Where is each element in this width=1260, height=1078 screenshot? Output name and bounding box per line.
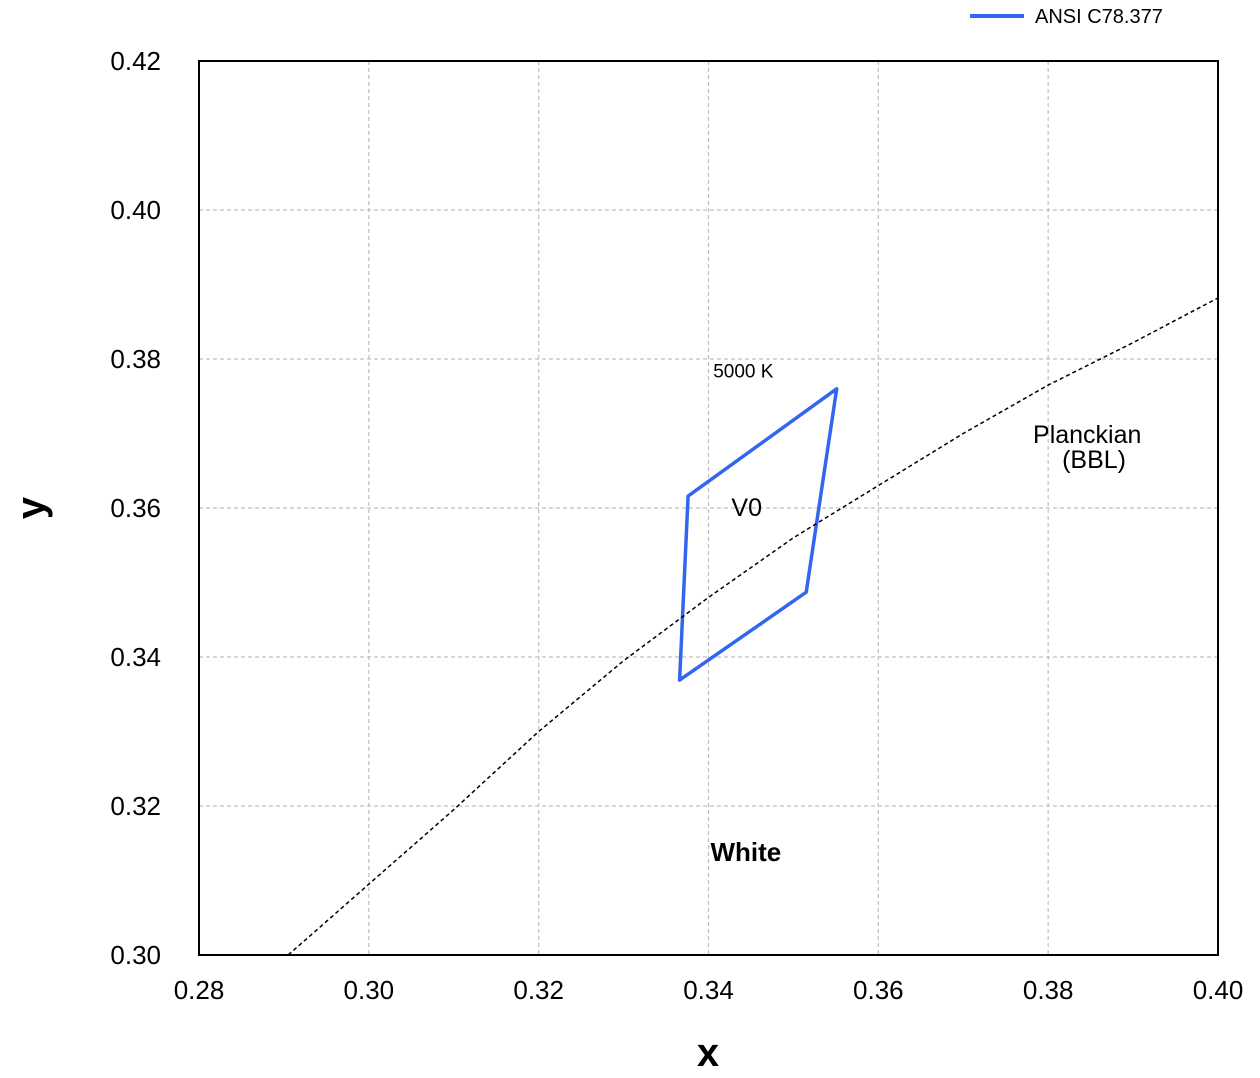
annotation-1: V0 bbox=[731, 494, 762, 522]
x-tick-label: 0.32 bbox=[513, 975, 564, 1005]
x-tick-label: 0.30 bbox=[344, 975, 395, 1005]
y-axis-title: y bbox=[9, 496, 53, 519]
series bbox=[287, 297, 1219, 956]
y-tick-label: 0.38 bbox=[110, 344, 161, 374]
y-tick-label: 0.32 bbox=[110, 791, 161, 821]
series-planckian-locus bbox=[287, 297, 1219, 956]
annotations: 5000 K V0 Planckian(BBL) White bbox=[710, 362, 1141, 868]
grid bbox=[199, 61, 1218, 955]
y-tick-label: 0.36 bbox=[110, 493, 161, 523]
legend: ANSI C78.377 bbox=[970, 6, 1163, 28]
x-tick-label: 0.34 bbox=[683, 975, 734, 1005]
y-tick-label: 0.34 bbox=[110, 642, 161, 672]
legend-label-ansi: ANSI C78.377 bbox=[1035, 6, 1163, 28]
y-tick-label: 0.42 bbox=[110, 46, 161, 76]
x-tick-label: 0.28 bbox=[174, 975, 225, 1005]
annotation-0: 5000 K bbox=[713, 362, 774, 383]
annotation-3: (BBL) bbox=[1062, 446, 1126, 474]
y-tick-label: 0.40 bbox=[110, 195, 161, 225]
plot-frame bbox=[198, 60, 1219, 956]
annotation-4: White bbox=[710, 837, 781, 867]
tick-labels: 0.28 0.30 0.32 0.34 0.36 0.38 0.40 0.30 0.32 0.34… bbox=[110, 46, 1243, 1005]
x-axis-title: x bbox=[697, 1031, 719, 1075]
x-tick-label: 0.40 bbox=[1193, 975, 1244, 1005]
x-tick-label: 0.36 bbox=[853, 975, 904, 1005]
x-tick-label: 0.38 bbox=[1023, 975, 1074, 1005]
annotation-2: Planckian bbox=[1033, 421, 1141, 449]
series-ansi-quadrangle bbox=[677, 387, 839, 682]
y-tick-label: 0.30 bbox=[110, 940, 161, 970]
